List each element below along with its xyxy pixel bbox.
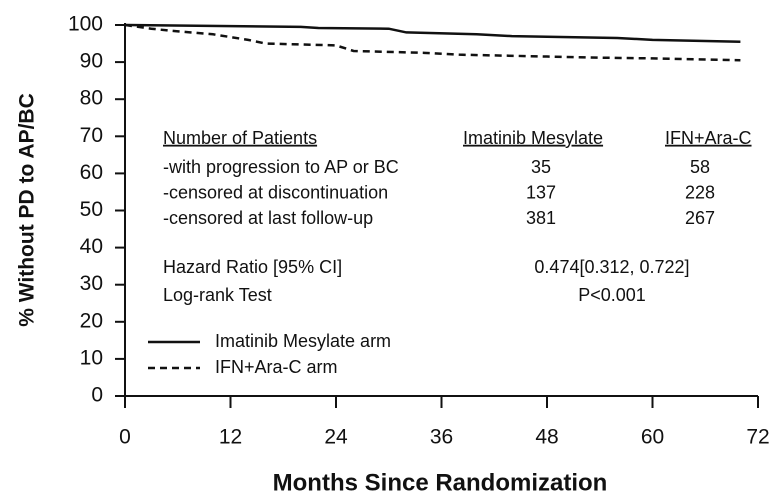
x-tick-label: 72 — [746, 426, 769, 449]
y-tick-label: 90 — [80, 50, 103, 73]
table-cell: 137 — [526, 182, 556, 202]
x-tick-label: 60 — [641, 426, 664, 449]
y-tick-label: 0 — [91, 384, 103, 407]
line-series — [124, 23, 741, 43]
y-tick-label: 80 — [80, 87, 103, 110]
y-tick-label: 40 — [80, 235, 103, 258]
table-header: Imatinib Mesylate — [463, 128, 603, 148]
line-series — [124, 23, 741, 62]
table-cell: -censored at discontinuation — [163, 182, 388, 202]
stat-cell: Log-rank Test — [163, 285, 272, 305]
table-cell: 58 — [690, 157, 710, 177]
stat-cell: 0.474[0.312, 0.722] — [534, 257, 689, 277]
stat-cell: Hazard Ratio [95% CI] — [163, 257, 342, 277]
x-tick-label: 0 — [119, 426, 131, 449]
x-axis-title: Months Since Randomization — [273, 469, 608, 496]
y-tick-label: 100 — [68, 13, 103, 36]
legend-label: IFN+Ara-C arm — [215, 357, 338, 377]
y-tick-label: 70 — [80, 124, 103, 147]
y-tick-label: 10 — [80, 346, 103, 369]
x-tick-label: 12 — [219, 426, 242, 449]
x-tick-label: 24 — [324, 426, 348, 449]
table-cell: 267 — [685, 208, 715, 228]
table-header: Number of Patients — [163, 128, 317, 148]
table-cell: 228 — [685, 182, 715, 202]
table-cell: -censored at last follow-up — [163, 208, 373, 228]
y-tick-label: 60 — [80, 161, 103, 184]
x-tick-label: 36 — [430, 426, 453, 449]
stat-cell: P<0.001 — [578, 285, 646, 305]
y-tick-label: 50 — [80, 198, 103, 221]
x-tick-label: 48 — [535, 426, 558, 449]
table-header: IFN+Ara-C — [665, 128, 752, 148]
legend-label: Imatinib Mesylate arm — [215, 331, 391, 351]
y-tick-label: 30 — [80, 272, 103, 295]
table-cell: 381 — [526, 208, 556, 228]
table-cell: 35 — [531, 157, 551, 177]
table-cell: -with progression to AP or BC — [163, 157, 399, 177]
y-tick-label: 20 — [80, 309, 103, 332]
y-axis-title: % Without PD to AP/BC — [16, 93, 39, 327]
